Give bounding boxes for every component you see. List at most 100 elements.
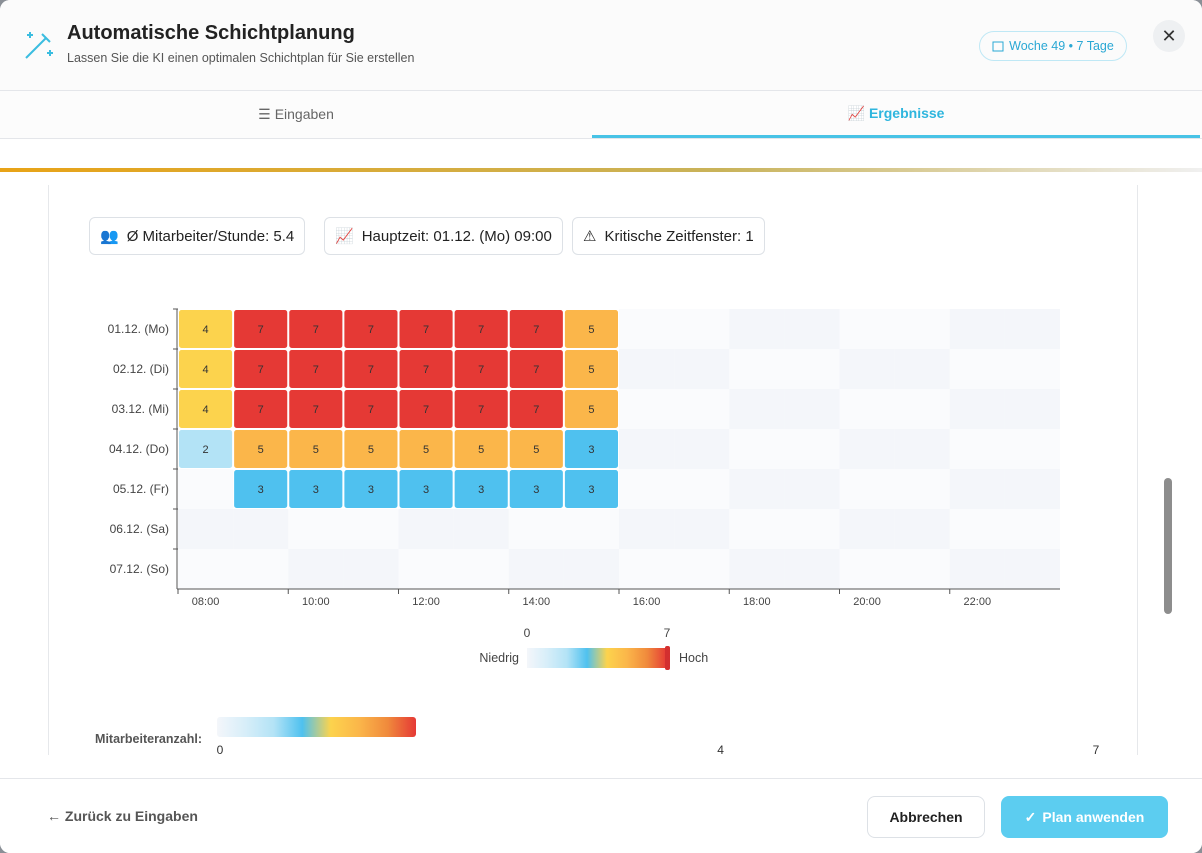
cell-label: 4: [203, 404, 209, 416]
cell: [453, 429, 509, 469]
cell: [619, 389, 675, 429]
cell: [178, 509, 234, 549]
tab-results[interactable]: 📈 Ergebnisse: [592, 91, 1200, 138]
cell: [674, 509, 730, 549]
cell-label: 3: [258, 484, 264, 496]
cell: [453, 469, 509, 509]
cell: [839, 429, 895, 469]
cell: [894, 349, 950, 389]
cell: [233, 549, 289, 589]
cell: [288, 509, 344, 549]
x-tick-label: 10:00: [302, 596, 330, 608]
cell: [729, 429, 785, 469]
cell: [1004, 349, 1060, 389]
row-label: 03.12. (Mi): [112, 402, 169, 416]
cell-label: 5: [533, 444, 539, 456]
cell: [784, 509, 840, 549]
cell: [508, 469, 564, 509]
cell: [288, 429, 344, 469]
cell: [563, 389, 619, 429]
cell: [674, 389, 730, 429]
progress-line: [0, 168, 1202, 172]
cell: [784, 469, 840, 509]
cell: [1004, 469, 1060, 509]
tab-icon: 📈: [847, 104, 865, 121]
cell: [674, 429, 730, 469]
cell: [729, 549, 785, 589]
stat-text: Ø Mitarbeiter/Stunde: 5.4: [126, 227, 295, 245]
close-button[interactable]: ✕: [1153, 20, 1185, 52]
cell: [729, 509, 785, 549]
scroll-thumb[interactable]: [1164, 478, 1172, 614]
cell-label: 5: [478, 444, 484, 456]
legend-gradient: [527, 648, 667, 668]
cell: [178, 429, 234, 469]
stat-critical: ⚠ Kritische Zeitfenster: 1: [572, 217, 765, 255]
wand-icon: [25, 32, 53, 59]
x-tick-label: 16:00: [633, 596, 661, 608]
cell: [1004, 429, 1060, 469]
cancel-button[interactable]: Abbrechen: [867, 796, 985, 838]
cell-label: 7: [478, 364, 484, 376]
cell: [343, 469, 399, 509]
cell: [178, 349, 234, 389]
calendar-icon: [992, 41, 1004, 52]
cell: [288, 389, 344, 429]
x-tick-label: 18:00: [743, 596, 771, 608]
cell: [233, 309, 289, 349]
cell-label: 7: [423, 404, 429, 416]
cell: [839, 309, 895, 349]
cell-label: 7: [368, 324, 374, 336]
cell-label: 7: [478, 404, 484, 416]
cell: [619, 549, 675, 589]
cell: [453, 549, 509, 589]
cell-label: 7: [258, 364, 264, 376]
tab-inputs[interactable]: ☰ Eingaben: [0, 91, 592, 137]
cell-label: 7: [368, 364, 374, 376]
cell: [674, 349, 730, 389]
cell: [343, 549, 399, 589]
cell-label: 7: [258, 404, 264, 416]
cell: [453, 309, 509, 349]
tabs: ☰ Eingaben 📈 Ergebnisse: [0, 91, 1202, 139]
cell: [949, 509, 1005, 549]
cell: [233, 389, 289, 429]
cell: [949, 549, 1005, 589]
cell-label: 7: [533, 324, 539, 336]
cell: [784, 309, 840, 349]
cell: [563, 509, 619, 549]
cell-label: 7: [368, 404, 374, 416]
apply-button[interactable]: ✓ Plan anwenden: [1001, 796, 1168, 838]
row-label: 02.12. (Di): [113, 362, 169, 376]
row-label: 01.12. (Mo): [108, 322, 169, 336]
row-label: 05.12. (Fr): [113, 482, 169, 496]
cell: [949, 309, 1005, 349]
back-link[interactable]: ← Zurück zu Eingaben: [47, 808, 198, 824]
cell: [949, 469, 1005, 509]
title: Automatische Schichtplanung: [67, 22, 355, 44]
scrollbar[interactable]: [1160, 190, 1176, 755]
x-tick-label: 20:00: [853, 596, 881, 608]
x-tick-label: 08:00: [192, 596, 220, 608]
x-tick-label: 14:00: [523, 596, 551, 608]
subtitle: Lassen Sie die KI einen optimalen Schich…: [67, 51, 415, 65]
row-label: 07.12. (So): [110, 562, 169, 576]
cell: [894, 429, 950, 469]
cell-label: 7: [533, 364, 539, 376]
cell: [453, 509, 509, 549]
cell: [784, 549, 840, 589]
cell: [674, 469, 730, 509]
cell: [894, 389, 950, 429]
cell: [508, 389, 564, 429]
cell: [233, 509, 289, 549]
tab-icon: ☰: [258, 105, 271, 122]
cell-label: 2: [203, 444, 209, 456]
cell: [288, 349, 344, 389]
cell: [563, 349, 619, 389]
row-label: 04.12. (Do): [109, 442, 169, 456]
cell-label: 3: [313, 484, 319, 496]
legend-marker: [665, 646, 670, 670]
cell: [563, 309, 619, 349]
legend-high: Hoch: [679, 651, 708, 665]
